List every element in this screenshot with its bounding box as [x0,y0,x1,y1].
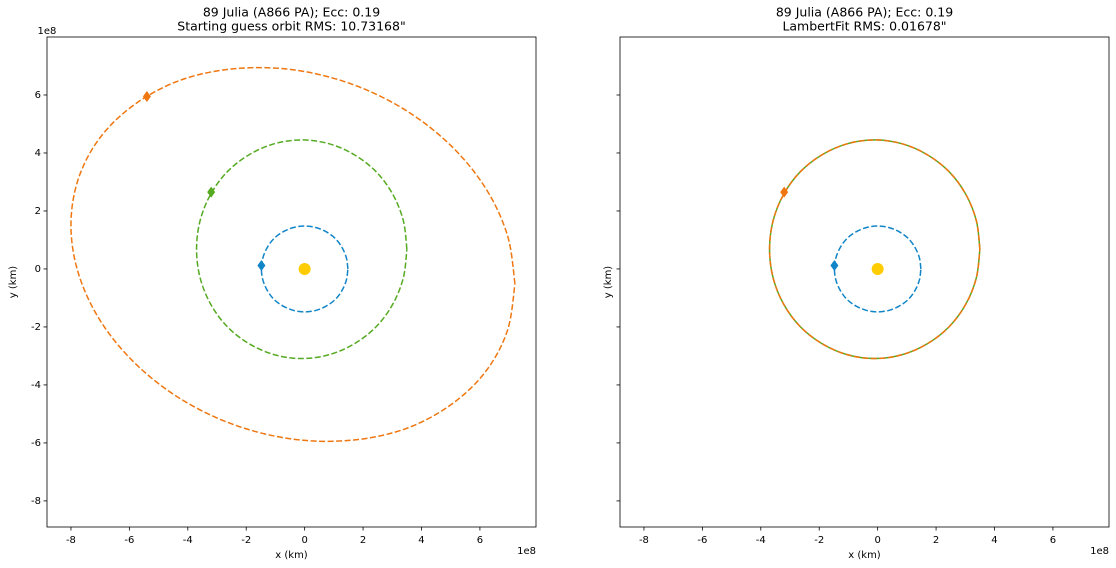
orbit-line [260,225,349,313]
body-marker [142,90,151,102]
chart-title: 89 Julia (A866 PA); Ecc: 0.19 [776,5,953,20]
orbit-line [768,139,981,360]
chart-title: 89 Julia (A866 PA); Ecc: 0.19 [203,5,380,20]
x-tick-label: -2 [241,535,251,546]
x-tick-label: 6 [1050,535,1056,546]
y-tick-label: -4 [31,380,41,391]
body-marker [207,186,216,198]
subplot: 89 Julia (A866 PA); Ecc: 0.19LambertFit … [603,5,1110,561]
x-tick-label: -2 [814,535,824,546]
x-tick-label: 0 [301,535,307,546]
x-tick-label: -6 [124,535,134,546]
orbit-line [768,139,981,360]
y-tick-label: 2 [35,206,41,217]
y-axis-label: y (km) [8,266,19,299]
x-tick-label: 2 [360,535,366,546]
x-offset-text: 1e8 [517,546,536,557]
x-tick-label: 4 [418,535,424,546]
axes-frame [619,36,1110,528]
chart-subtitle: Starting guess orbit RMS: 10.73168" [177,19,405,34]
x-tick-label: -8 [639,535,649,546]
sun-marker [871,262,884,275]
x-tick-label: 4 [991,535,997,546]
x-tick-label: 2 [933,535,939,546]
y-tick-label: -2 [31,322,41,333]
y-tick-label: -8 [31,496,41,507]
body-marker [780,186,789,198]
y-tick-label: 6 [35,90,41,101]
x-tick-label: -6 [697,535,707,546]
y-tick-label: 4 [35,148,41,159]
x-tick-label: -4 [756,535,766,546]
chart-subtitle: LambertFit RMS: 0.01678" [782,19,946,34]
y-offset-text: 1e8 [38,26,57,37]
x-tick-label: 6 [477,535,483,546]
x-axis-label: x (km) [275,550,308,561]
x-offset-text: 1e8 [1090,546,1109,557]
orbit-line [70,66,516,443]
x-tick-label: 0 [874,535,880,546]
axes-frame [46,36,537,528]
body-marker [830,259,839,271]
orbit-line [833,225,922,313]
y-tick-label: -6 [31,438,41,449]
x-tick-label: -4 [183,535,193,546]
x-tick-label: -8 [66,535,76,546]
y-tick-label: 0 [35,264,41,275]
y-axis-label: y (km) [603,266,614,299]
body-marker [257,259,266,271]
x-axis-label: x (km) [848,550,881,561]
orbit-line [195,139,408,360]
sun-marker [298,262,311,275]
